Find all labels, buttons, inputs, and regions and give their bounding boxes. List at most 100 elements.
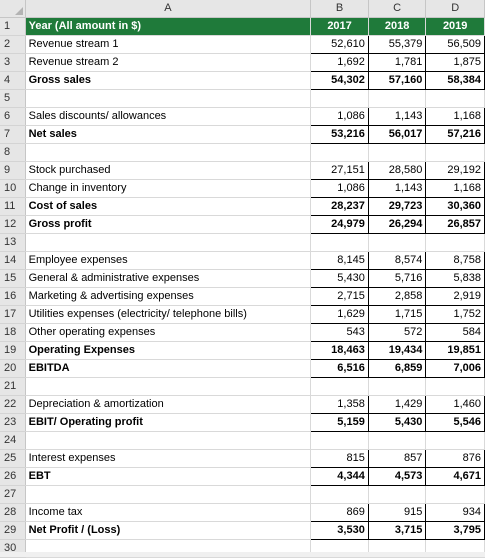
cell-d[interactable] [426,90,485,108]
cell-b[interactable]: 5,430 [311,270,369,288]
cell-d[interactable]: 876 [426,450,485,468]
column-header-c[interactable]: C [368,0,426,18]
row-header[interactable]: 25 [0,450,25,468]
cell-d[interactable] [426,144,485,162]
cell-c[interactable]: 572 [368,324,426,342]
row-header[interactable]: 18 [0,324,25,342]
cell-b[interactable]: 815 [311,450,369,468]
cell-d[interactable]: 29,192 [426,162,485,180]
cell-c[interactable]: 19,434 [368,342,426,360]
cell-c[interactable]: 6,859 [368,360,426,378]
row-header[interactable]: 24 [0,432,25,450]
column-header-b[interactable]: B [311,0,369,18]
cell-b[interactable] [311,90,369,108]
cell-b[interactable]: 54,302 [311,72,369,90]
cell-d[interactable]: 58,384 [426,72,485,90]
cell-d[interactable]: 4,671 [426,468,485,486]
cell-c[interactable]: 28,580 [368,162,426,180]
cell-b[interactable] [311,432,369,450]
cell-c[interactable]: 5,430 [368,414,426,432]
cell-b[interactable]: 18,463 [311,342,369,360]
cell-c[interactable]: 1,143 [368,108,426,126]
cell-d[interactable]: 2,919 [426,288,485,306]
cell-b[interactable]: 543 [311,324,369,342]
cell-c[interactable]: 2,858 [368,288,426,306]
row-header[interactable]: 15 [0,270,25,288]
row-header[interactable]: 21 [0,378,25,396]
cell-c[interactable]: 2018 [368,18,426,36]
row-header[interactable]: 11 [0,198,25,216]
cell-d[interactable]: 56,509 [426,36,485,54]
cell-label[interactable]: Marketing & advertising expenses [25,288,311,306]
cell-d[interactable]: 57,216 [426,126,485,144]
cell-d[interactable] [426,486,485,504]
cell-c[interactable]: 915 [368,504,426,522]
cell-c[interactable]: 56,017 [368,126,426,144]
cell-d[interactable]: 30,360 [426,198,485,216]
cell-b[interactable]: 1,086 [311,108,369,126]
cell-label[interactable] [25,90,311,108]
cell-b[interactable]: 1,692 [311,54,369,72]
cell-d[interactable]: 1,752 [426,306,485,324]
horizontal-scrollbar[interactable] [0,552,485,557]
cell-label[interactable]: Net Profit / (Loss) [25,522,311,540]
row-header[interactable]: 23 [0,414,25,432]
cell-d[interactable]: 8,758 [426,252,485,270]
cell-b[interactable]: 6,516 [311,360,369,378]
cell-c[interactable] [368,378,426,396]
cell-label[interactable] [25,144,311,162]
cell-b[interactable]: 28,237 [311,198,369,216]
cell-label[interactable] [25,486,311,504]
cell-c[interactable]: 5,716 [368,270,426,288]
cell-label[interactable]: Other operating expenses [25,324,311,342]
cell-b[interactable]: 24,979 [311,216,369,234]
cell-label[interactable]: Depreciation & amortization [25,396,311,414]
cell-label[interactable]: Net sales [25,126,311,144]
cell-c[interactable]: 1,781 [368,54,426,72]
cell-label[interactable]: Revenue stream 1 [25,36,311,54]
cell-label[interactable] [25,234,311,252]
cell-b[interactable]: 3,530 [311,522,369,540]
row-header[interactable]: 6 [0,108,25,126]
cell-label[interactable]: Interest expenses [25,450,311,468]
cell-label[interactable]: EBT [25,468,311,486]
row-header[interactable]: 26 [0,468,25,486]
cell-label[interactable]: Utilities expenses (electricity/ telepho… [25,306,311,324]
cell-c[interactable]: 55,379 [368,36,426,54]
cell-d[interactable]: 19,851 [426,342,485,360]
cell-c[interactable]: 1,143 [368,180,426,198]
cell-b[interactable]: 27,151 [311,162,369,180]
row-header[interactable]: 29 [0,522,25,540]
column-header-d[interactable]: D [426,0,485,18]
cell-label[interactable]: Sales discounts/ allowances [25,108,311,126]
cell-label[interactable] [25,378,311,396]
cell-d[interactable]: 7,006 [426,360,485,378]
cell-label[interactable]: EBIT/ Operating profit [25,414,311,432]
cell-label[interactable]: Year (All amount in $) [25,18,311,36]
cell-c[interactable] [368,90,426,108]
cell-b[interactable] [311,144,369,162]
cell-label[interactable] [25,432,311,450]
cell-d[interactable]: 5,838 [426,270,485,288]
row-header[interactable]: 9 [0,162,25,180]
cell-b[interactable]: 2017 [311,18,369,36]
cell-b[interactable] [311,378,369,396]
row-header[interactable]: 28 [0,504,25,522]
cell-c[interactable] [368,144,426,162]
row-header[interactable]: 14 [0,252,25,270]
cell-d[interactable]: 26,857 [426,216,485,234]
row-header[interactable]: 8 [0,144,25,162]
row-header[interactable]: 2 [0,36,25,54]
cell-b[interactable] [311,234,369,252]
cell-label[interactable]: Income tax [25,504,311,522]
cell-d[interactable] [426,234,485,252]
row-header[interactable]: 1 [0,18,25,36]
row-header[interactable]: 7 [0,126,25,144]
row-header[interactable]: 22 [0,396,25,414]
column-header-a[interactable]: A [25,0,311,18]
cell-c[interactable]: 8,574 [368,252,426,270]
cell-label[interactable]: EBITDA [25,360,311,378]
cell-b[interactable]: 1,086 [311,180,369,198]
row-header[interactable]: 17 [0,306,25,324]
cell-c[interactable] [368,432,426,450]
